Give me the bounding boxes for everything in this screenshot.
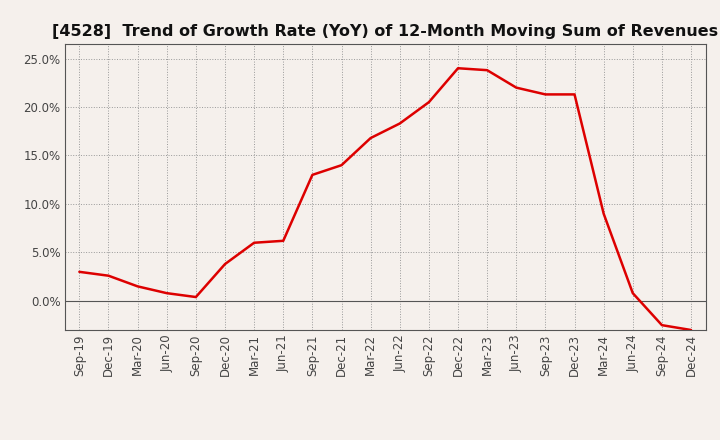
Title: [4528]  Trend of Growth Rate (YoY) of 12-Month Moving Sum of Revenues: [4528] Trend of Growth Rate (YoY) of 12-…	[52, 24, 719, 39]
